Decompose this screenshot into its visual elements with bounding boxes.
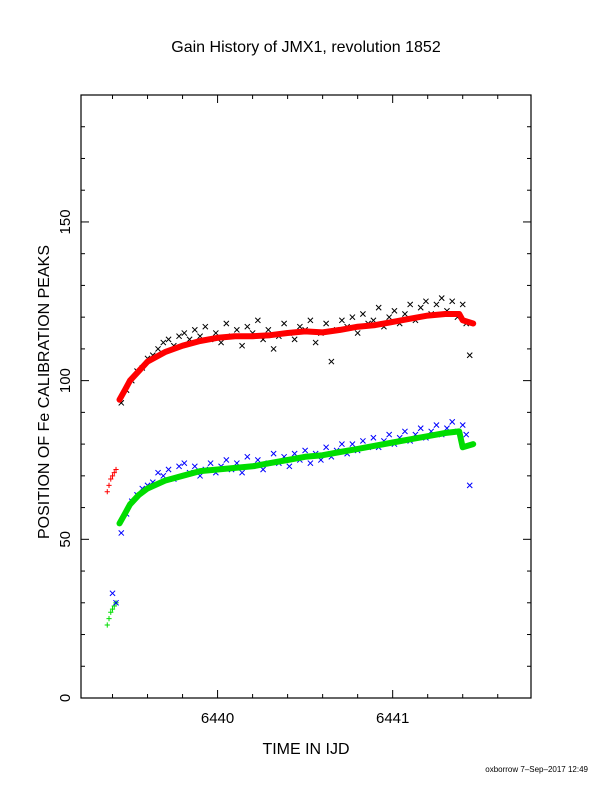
y-tick-label: 0	[57, 694, 74, 702]
series-5-point	[104, 622, 110, 628]
series-0-point	[239, 342, 246, 349]
series-4-curve	[116, 428, 477, 527]
series-2-point	[106, 482, 112, 488]
series-0-point	[281, 320, 288, 327]
series-0-point	[176, 333, 183, 340]
series-0-point	[401, 311, 408, 317]
series-3-point	[323, 444, 330, 451]
series-0-point	[449, 298, 456, 305]
series-1-curve	[116, 311, 477, 403]
y-tick-label: 50	[57, 531, 74, 548]
series-0-point	[328, 358, 335, 365]
series-0-point	[349, 314, 356, 321]
series-0-point	[160, 339, 167, 346]
x-axis-label: TIME IN IJD	[262, 741, 349, 758]
series-0-point	[459, 301, 466, 308]
series-0-point	[433, 301, 440, 308]
series-3-point	[191, 463, 198, 470]
x-tick-label: 6441	[376, 710, 409, 727]
series-3-point	[459, 422, 466, 429]
series-0-point	[212, 330, 219, 336]
footer-timestamp: oxborrow 7–Sep–2017 12:49	[485, 765, 588, 774]
series-0-point	[155, 345, 161, 352]
series-0-point	[291, 336, 298, 343]
series-0-point	[323, 320, 330, 327]
series-0-point	[438, 295, 445, 302]
series-0-point	[391, 307, 398, 314]
series-0-point	[165, 336, 172, 343]
series-3-point	[338, 441, 345, 448]
series-3-point	[260, 466, 267, 473]
series-0-point	[218, 339, 225, 346]
axes: 0 50 100 150 6440 6441	[57, 94, 531, 727]
series-2-point	[113, 466, 119, 473]
series-0-point	[181, 330, 188, 336]
series-3-point	[449, 418, 456, 425]
series-0-point	[386, 314, 393, 321]
series-5-point	[106, 616, 112, 622]
series-2-point	[108, 476, 114, 482]
y-axis-label: POSITION OF Fe CALIBRATION PEAKS	[36, 245, 53, 539]
series-0-point	[338, 317, 345, 324]
series-0-point	[254, 317, 261, 324]
series-3-point	[254, 457, 261, 463]
series-0-point	[466, 352, 473, 359]
series-5-point	[108, 609, 114, 615]
series-3-point	[165, 466, 172, 473]
series-3-point	[463, 431, 470, 438]
series-2-point	[109, 473, 116, 479]
series-0-point	[359, 311, 366, 317]
series-2-point	[104, 489, 110, 495]
series-3-point	[244, 453, 251, 460]
series-3-point	[386, 431, 393, 438]
series-3-point	[401, 428, 408, 435]
y-tick-label: 150	[57, 209, 74, 234]
series-3-point	[181, 460, 188, 467]
y-tick-label: 100	[57, 368, 74, 393]
series-0-point	[312, 339, 319, 346]
series-3-point	[417, 425, 424, 432]
series-0-point	[244, 323, 251, 330]
series-0-point	[422, 298, 429, 305]
series-3-point	[302, 447, 309, 454]
series-0-point	[307, 317, 314, 324]
series-3-point	[286, 463, 293, 470]
series-3-point	[466, 482, 473, 489]
series-3-point	[270, 450, 277, 457]
series-5-point	[109, 606, 116, 612]
series-0-point	[407, 301, 414, 308]
series-3-point	[207, 460, 214, 467]
series-0-point	[191, 326, 198, 333]
series-0-point	[417, 304, 424, 311]
series-3-point	[370, 434, 377, 441]
series-3-point	[239, 469, 246, 476]
series-0-point	[296, 323, 303, 330]
series-0-point	[233, 326, 240, 333]
series-6-point	[109, 590, 116, 597]
chart-title: Gain History of JMX1, revolution 1852	[171, 39, 441, 56]
series-3-point	[349, 441, 356, 448]
x-tick-label: 6440	[201, 710, 234, 727]
series-0-point	[202, 323, 209, 330]
series-6-point	[113, 599, 119, 606]
series-3-point	[176, 463, 183, 470]
series-3-point	[155, 469, 161, 476]
series-3-point	[307, 460, 314, 467]
plot-frame	[80, 94, 532, 699]
series-0-point	[354, 330, 361, 336]
series-0-point	[223, 320, 230, 327]
series-2-point	[111, 470, 117, 476]
series-3-point	[118, 530, 125, 536]
series-0-point	[270, 345, 277, 352]
series-3-point	[433, 422, 440, 429]
series-3-point	[359, 437, 366, 444]
series-3-point	[223, 457, 230, 463]
plot-area	[104, 295, 477, 628]
series-0-point	[375, 304, 382, 311]
series-0-point	[265, 326, 272, 333]
